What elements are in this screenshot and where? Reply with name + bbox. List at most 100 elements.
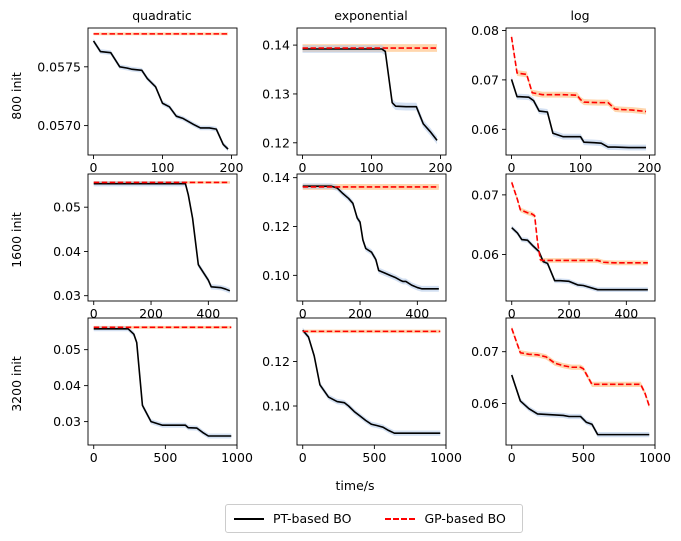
pt-based-bo-line	[510, 79, 647, 149]
axes-frame	[505, 317, 656, 446]
row-label-800-init: 800 init	[9, 72, 24, 120]
x-tick-label: 0	[508, 450, 516, 465]
subplot-r1-c2: 0 200 400 0.06 0.07	[471, 173, 656, 321]
axes-frame	[505, 173, 656, 302]
pt-based-bo-confidence-band	[302, 45, 438, 145]
gp-based-bo-confidence-band	[511, 33, 647, 115]
subplot-r0-c0: 0 100 200 0.0570 0.0575	[37, 27, 244, 175]
x-tick-label: 0	[90, 160, 98, 175]
gp-based-bo-line	[510, 328, 651, 407]
y-tick-label: 0.14	[262, 38, 290, 53]
y-tick-label: 0.10	[262, 268, 290, 283]
x-tick-label: 500	[362, 450, 386, 465]
x-tick-label: 200	[220, 160, 244, 175]
y-tick-label: 0.05	[53, 342, 81, 357]
legend-label-pt-based-bo: PT-based BO	[273, 511, 352, 526]
axes-frame	[87, 27, 238, 156]
pt-based-bo-line	[302, 329, 441, 434]
plot-area	[93, 325, 232, 439]
plot-area	[510, 33, 647, 151]
y-tick-label: 0.12	[262, 219, 290, 234]
x-tick-label: 500	[571, 450, 595, 465]
subplot-r0-c2: 0 100 200 0.06 0.07 0.08	[471, 23, 661, 175]
y-tick-label: 0.04	[53, 378, 81, 393]
x-tick-label: 500	[153, 450, 177, 465]
y-tick-label: 0.06	[471, 247, 499, 262]
y-tick-label: 0.08	[471, 23, 499, 38]
y-tick-label: 0.07	[471, 72, 499, 87]
pt-based-bo-line	[93, 327, 232, 437]
x-tick-label: 100	[569, 160, 593, 175]
x-tick-label: 0	[299, 306, 307, 321]
y-tick-label: 0.04	[53, 244, 81, 259]
x-tick-label: 1000	[430, 450, 462, 465]
x-tick-label: 0	[299, 160, 307, 175]
column-title-exponential: exponential	[334, 8, 408, 23]
y-tick-label: 0.10	[262, 399, 290, 414]
plot-area	[302, 183, 439, 292]
pt-based-bo-line	[93, 182, 231, 292]
axes-frame	[296, 317, 447, 446]
plot-area	[92, 32, 229, 152]
subplot-r1-c0: 0 200 400 0.03 0.04 0.05	[53, 173, 238, 321]
x-tick-label: 400	[196, 306, 220, 321]
y-tick-label: 0.0570	[37, 118, 81, 133]
pt-based-bo-confidence-band	[93, 326, 232, 439]
y-tick-label: 0.12	[262, 354, 290, 369]
y-tick-label: 0.07	[471, 344, 499, 359]
x-tick-label: 100	[360, 160, 384, 175]
column-title-quadratic: quadratic	[132, 8, 192, 23]
pt-based-bo-line	[510, 374, 650, 436]
x-tick-label: 200	[139, 306, 163, 321]
row-label-1600-init: 1600 init	[9, 212, 24, 268]
pt-based-bo-confidence-band	[302, 183, 439, 292]
gp-based-bo-line	[510, 182, 648, 264]
y-tick-label: 0.13	[262, 86, 290, 101]
axes-frame	[296, 173, 447, 302]
y-tick-label: 0.14	[262, 170, 290, 185]
y-tick-label: 0.05	[53, 200, 81, 215]
figure-canvas: 0 100 200 0.0570 0.0575 0 100 200 0.12 0.13 0.14 0 1…	[9, 8, 671, 493]
subplot-r2-c1: 0 500 1000 0.10 0.12	[262, 317, 462, 465]
plot-area	[510, 179, 648, 293]
legend-label-gp-based-bo: GP-based BO	[424, 511, 506, 526]
legend: PT-based BO GP-based BO	[225, 504, 523, 533]
x-axis-label: time/s	[336, 478, 375, 493]
plot-area	[93, 181, 231, 294]
subplot-r2-c2: 0 500 1000 0.06 0.07	[471, 317, 671, 465]
x-tick-label: 0	[508, 160, 516, 175]
plot-area	[302, 327, 441, 436]
y-tick-label: 0.06	[471, 122, 499, 137]
y-tick-label: 0.0575	[37, 59, 81, 74]
x-tick-label: 0	[508, 306, 516, 321]
subplot-grid: 0 100 200 0.0570 0.0575 0 100 200 0.12 0.13 0.14 0 1…	[37, 23, 671, 465]
pt-based-bo-confidence-band	[302, 327, 441, 436]
pt-based-bo-confidence-band	[93, 181, 230, 294]
legend-item-gp-based-bo: GP-based BO	[377, 511, 506, 526]
column-title-log: log	[570, 8, 589, 23]
gp-based-bo-line	[510, 36, 647, 113]
x-tick-label: 200	[429, 160, 453, 175]
gp-based-bo-confidence-band	[511, 179, 648, 266]
x-tick-label: 100	[151, 160, 175, 175]
pt-based-bo-line	[302, 48, 438, 141]
subplot-r1-c1: 0 200 400 0.10 0.12 0.14	[262, 170, 447, 321]
axes-frame	[87, 317, 238, 446]
x-tick-label: 200	[348, 306, 372, 321]
x-tick-label: 200	[557, 306, 581, 321]
x-tick-label: 0	[299, 450, 307, 465]
y-tick-label: 0.12	[262, 135, 290, 150]
x-tick-label: 200	[638, 160, 662, 175]
y-tick-label: 0.03	[53, 414, 81, 429]
x-tick-label: 400	[405, 306, 429, 321]
pt-based-bo-line	[302, 185, 439, 290]
axes-frame	[87, 173, 238, 302]
x-tick-label: 0	[90, 450, 98, 465]
pt-based-bo-confidence-band	[93, 38, 229, 152]
legend-swatch-dashed	[385, 517, 416, 520]
subplot-r0-c1: 0 100 200 0.12 0.13 0.14	[262, 27, 453, 175]
legend-item-pt-based-bo: PT-based BO	[226, 511, 351, 526]
y-tick-label: 0.03	[53, 288, 81, 303]
x-tick-label: 1000	[221, 450, 253, 465]
legend-swatch-solid	[234, 517, 264, 520]
